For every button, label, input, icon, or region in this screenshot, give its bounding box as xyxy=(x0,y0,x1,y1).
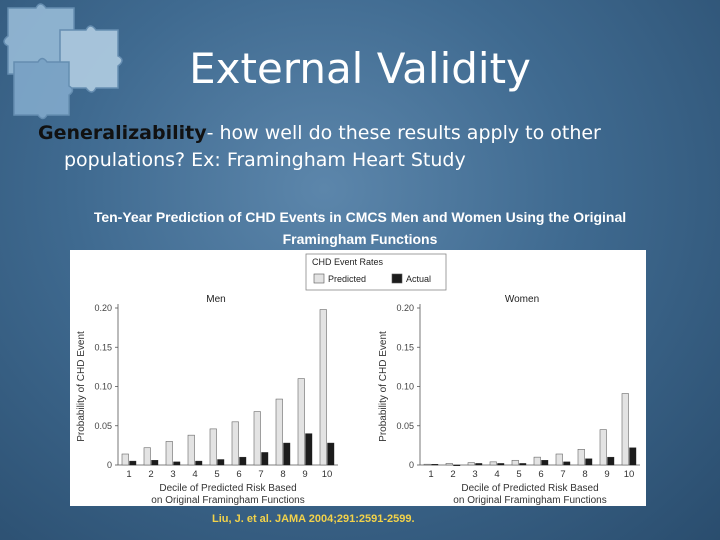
chart-women-bar-actual xyxy=(519,463,527,466)
chart-men-bar-predicted xyxy=(187,434,195,466)
chart-men-x-tick-label: 6 xyxy=(236,469,241,480)
chart-women-bar-actual xyxy=(585,458,593,466)
chart-men-bar-predicted xyxy=(165,441,173,466)
legend-actual-label: Actual xyxy=(406,274,431,284)
chart-men-bar-actual xyxy=(173,461,181,466)
chart-men-bar-actual xyxy=(195,460,203,466)
figure-title-line-1: Ten-Year Prediction of CHD Events in CMC… xyxy=(93,209,627,225)
chart-women-bar-actual xyxy=(563,461,571,466)
chart-women-bar-actual xyxy=(475,463,483,466)
chart-men-x-tick-label: 7 xyxy=(258,469,263,480)
chart-women-bar-actual xyxy=(541,460,549,466)
chart-women-bar-predicted xyxy=(445,463,453,466)
chart-men-y-tick-label: 0.20 xyxy=(94,303,112,313)
slide-subtitle: Generalizability- how well do these resu… xyxy=(38,120,698,174)
chart-women-bar-predicted xyxy=(489,461,497,466)
chart-women-x-tick-label: 1 xyxy=(428,469,433,480)
legend-title: CHD Event Rates xyxy=(312,257,384,267)
chart-women-bar-actual xyxy=(629,447,637,466)
chart-women-bar-predicted xyxy=(577,449,585,466)
chart-women-x-tick-label: 7 xyxy=(560,469,565,480)
chart-women-bar-actual xyxy=(431,464,439,466)
chart-men-y-tick-label: 0 xyxy=(107,460,112,470)
chart-women-bar-actual xyxy=(453,464,461,467)
figure-title: Ten-Year Prediction of CHD Events in CMC… xyxy=(10,206,710,250)
figure-title-line-2: Framingham Functions xyxy=(282,231,438,247)
chart-women-y-tick-label: 0.05 xyxy=(396,421,414,431)
chart-women-x-tick-label: 4 xyxy=(494,469,499,480)
chart-women-y-tick-label: 0.10 xyxy=(396,382,414,392)
legend: CHD Event Rates Predicted Actual xyxy=(305,253,447,291)
chart-men-x-tick-label: 4 xyxy=(192,469,197,480)
chart-women-x-tick-label: 6 xyxy=(538,469,543,480)
chart-men-y-label: Probability of CHD Event xyxy=(76,331,87,442)
chart-men-bar-predicted xyxy=(319,309,327,466)
chart-men-bar-actual xyxy=(283,442,291,466)
chart-women-y-label: Probability of CHD Event xyxy=(378,331,389,442)
chart-women-bar-actual xyxy=(607,456,615,466)
slide-title: External Validity xyxy=(189,44,531,93)
citation: Liu, J. et al. JAMA 2004;291:2591-2599. xyxy=(212,513,415,525)
chart-men-x-tick-label: 3 xyxy=(170,469,175,480)
chart-men-y-tick-label: 0.15 xyxy=(94,342,112,352)
subtitle-line-2: populations? Ex: Framingham Heart Study xyxy=(64,149,466,171)
chart-women-x-tick-label: 5 xyxy=(516,469,521,480)
chart-women-bar-predicted xyxy=(621,393,629,466)
legend-actual-swatch xyxy=(391,273,403,284)
chart-women-y-tick-label: 0.20 xyxy=(396,303,414,313)
chart-men-x-label-line-2: on Original Framingham Functions xyxy=(151,495,304,506)
chart-women-x-tick-label: 9 xyxy=(604,469,609,480)
chart-women-x-label-line-1: Decile of Predicted Risk Based xyxy=(461,483,598,494)
chart-men-bar-actual xyxy=(151,460,159,466)
chart-women-bar-actual xyxy=(497,463,505,466)
chart-women-bar-predicted xyxy=(467,462,475,466)
chart-women-y-tick-label: 0 xyxy=(409,460,414,470)
legend-predicted-label: Predicted xyxy=(328,274,366,284)
chart-women-x-tick-label: 8 xyxy=(582,469,587,480)
legend-frame xyxy=(305,253,447,291)
chart-men-bar-actual xyxy=(305,433,313,466)
chart-men-bar-predicted xyxy=(121,453,129,466)
chart-women-y-tick-label: 0.15 xyxy=(396,342,414,352)
chart-men-bar-predicted xyxy=(297,378,305,466)
chart-women-bar-predicted xyxy=(555,453,563,466)
chart-men-x-label-line-1: Decile of Predicted Risk Based xyxy=(159,483,296,494)
figure-panel: CHD Event Rates Predicted Actual Men 0 0.0… xyxy=(70,250,646,506)
chart-men-bar-actual xyxy=(239,456,247,466)
chart-men-x-tick-label: 2 xyxy=(148,469,153,480)
chart-women-bar-predicted xyxy=(423,463,431,466)
chart-women-x-tick-label: 3 xyxy=(472,469,477,480)
chart-women-x-tick-label: 10 xyxy=(624,469,635,480)
chart-men-bar-actual xyxy=(217,459,225,466)
chart-men-x-tick-label: 1 xyxy=(126,469,131,480)
chart-men-y-tick-label: 0.05 xyxy=(94,421,112,431)
chart-men-bar-predicted xyxy=(143,447,151,466)
chart-men-x-tick-label: 9 xyxy=(302,469,307,480)
chart-men-bar-predicted xyxy=(231,421,239,466)
chart-men-bar-actual xyxy=(129,460,137,466)
chart-men-bar-predicted xyxy=(275,398,283,466)
subtitle-rest: - how well do these results apply to oth… xyxy=(206,122,601,144)
subtitle-term: Generalizability xyxy=(38,122,207,144)
chart-women-x-tick-label: 2 xyxy=(450,469,455,480)
chart-men-bar-predicted xyxy=(209,428,217,466)
chart-women-bar-predicted xyxy=(511,459,519,466)
chart-men-x-tick-label: 5 xyxy=(214,469,219,480)
chart-men-x-tick-label: 10 xyxy=(322,469,333,480)
chart-men-bar-predicted xyxy=(253,411,261,466)
chart-women-bar-predicted xyxy=(533,456,541,466)
chart-men-bar-actual xyxy=(261,452,269,466)
chart-women-bar-predicted xyxy=(599,429,607,466)
chart-men-title: Men xyxy=(206,294,225,305)
chart-men-x-tick-label: 8 xyxy=(280,469,285,480)
chart-figure: CHD Event Rates Predicted Actual Men 0 0.0… xyxy=(76,253,640,506)
chart-women-title: Women xyxy=(505,294,539,305)
puzzle-logo-icon xyxy=(3,3,123,120)
chart-men-y-tick-label: 0.10 xyxy=(94,382,112,392)
chart-men-bar-actual xyxy=(327,442,335,466)
chart-women-x-label-line-2: on Original Framingham Functions xyxy=(453,495,606,506)
legend-predicted-swatch xyxy=(313,273,325,284)
